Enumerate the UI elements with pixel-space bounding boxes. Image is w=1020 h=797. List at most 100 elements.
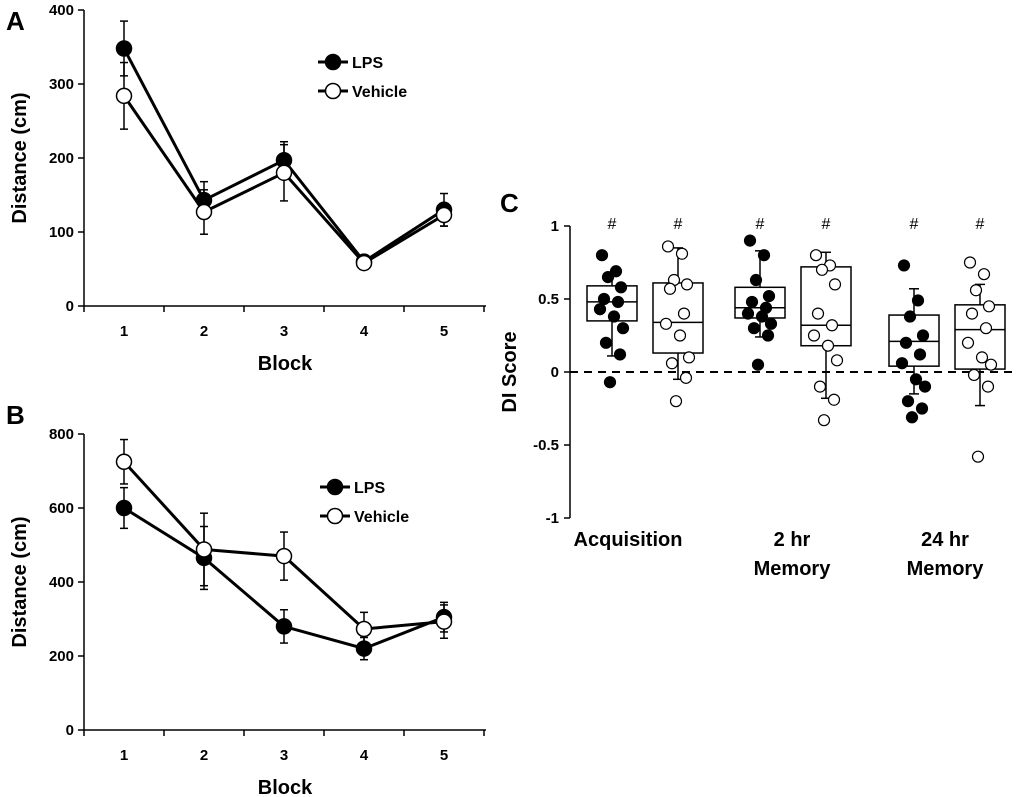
panel-c-group-4-vehicle-significance-marker: # <box>822 216 831 233</box>
panel-c-y-tick-label: 0.5 <box>538 291 559 308</box>
panel-c-group-1-lps-data-point <box>599 336 613 349</box>
panel-c-group-4-vehicle-data-point <box>827 393 841 406</box>
panel-c-group-1-lps-data-point <box>614 281 628 294</box>
panel-c-y-axis-label: DI Score <box>499 331 521 412</box>
panel-c-group-2-vehicle-data-point <box>659 317 673 330</box>
panel-c-group-2-vehicle-data-point <box>669 395 683 408</box>
panel-a-vehicle-point <box>115 87 133 105</box>
panel-b-legend-marker <box>326 507 344 525</box>
panel-a-lps-point <box>115 40 133 57</box>
panel-c-group-5-lps-data-point <box>897 259 911 272</box>
panel-c-group-1-lps-data-point <box>616 322 630 335</box>
panel-c-group-2-vehicle-data-point <box>675 247 689 260</box>
panel-b-lps-point <box>115 499 133 517</box>
panel-c-group-5-lps-data-point <box>895 357 909 370</box>
panel-b-y-tick-label: 400 <box>49 574 74 591</box>
panel-c-group-6-vehicle-significance-marker: # <box>976 216 985 233</box>
panel-c-group-5-lps-data-point <box>901 395 915 408</box>
panel-c-group-3-lps-data-point <box>751 358 765 371</box>
panel-c-chart: -1 -0.5 0 0.5 1 DI Score # # # # # # Acquisition 2 hr… <box>499 216 1015 580</box>
panel-a-vehicle-point <box>195 203 213 221</box>
panel-c-group-5-lps-significance-marker: # <box>910 216 919 233</box>
panel-a-legend-marker <box>324 82 342 100</box>
panel-c-group-1-lps-data-point <box>613 348 627 361</box>
panel-a-chart: 0 100 200 300 400 1 2 3 4 5 Block Distance (cm) LPS V… <box>9 2 486 375</box>
panel-a-y-tick-label: 400 <box>49 2 74 19</box>
panel-a-legend-label-lps: LPS <box>352 55 383 72</box>
panel-c-group-3-lps-data-point <box>764 317 778 330</box>
panel-letter-a: A <box>6 6 25 36</box>
panel-b-lps-point <box>355 640 373 657</box>
panel-a-y-tick-label: 300 <box>49 76 74 93</box>
panel-c-group-3-lps-significance-marker: # <box>756 216 765 233</box>
panel-c-group-5-lps-data-point <box>905 411 919 424</box>
panel-c-group-3-lps-data-point <box>747 322 761 335</box>
panel-c-group-3-lps-data-point <box>757 249 771 262</box>
panel-c-group-6-vehicle-data-point <box>979 322 993 335</box>
panel-c-group-3-lps-data-point <box>749 273 763 287</box>
panel-c-group-6-vehicle-data-point <box>963 256 977 269</box>
panel-c-group-5-lps-data-point <box>909 373 923 386</box>
panel-c-group-4-vehicle-data-point <box>830 354 844 367</box>
panel-b-legend-marker <box>326 478 344 496</box>
panel-b-y-tick-label: 800 <box>49 426 74 443</box>
panel-b-x-axis-label: Block <box>258 777 313 797</box>
panel-c-group-2-vehicle-box <box>652 282 704 354</box>
panel-a-x-tick-label: 4 <box>360 323 369 340</box>
panel-c-group-5-lps-data-point <box>913 348 927 361</box>
panel-c-group-2-vehicle-data-point <box>680 278 694 291</box>
panel-b-legend-label-vehicle: Vehicle <box>354 509 409 526</box>
panel-c-group-5-lps-data-point <box>918 380 932 393</box>
panel-b-x-tick-label: 3 <box>280 747 288 764</box>
panel-c-group-4-vehicle-data-point <box>815 263 829 276</box>
panel-c-group-5-lps-data-point <box>916 329 930 342</box>
panel-letter-b: B <box>6 400 25 430</box>
panel-c-group-4-vehicle-data-point <box>811 307 825 320</box>
panel-b-vehicle-point <box>435 613 453 630</box>
panel-c-group-2-vehicle-data-point <box>673 329 687 342</box>
panel-a-x-tick-label: 1 <box>120 323 128 340</box>
panel-a-y-tick-label: 0 <box>66 298 74 315</box>
panel-b-chart: 0 200 400 600 800 1 2 3 4 5 Block Distance (cm) LPS V… <box>9 426 486 797</box>
panel-c-group-3-lps-data-point <box>755 310 769 323</box>
panel-b-x-tick-label: 1 <box>120 747 128 764</box>
panel-a-x-tick-label: 5 <box>440 323 448 340</box>
panel-c-category-label: Acquisition <box>574 529 683 551</box>
panel-c-group-5-lps-data-point <box>911 294 925 307</box>
panel-c-group-2-vehicle-data-point <box>661 240 675 253</box>
panel-a-y-axis-label: Distance (cm) <box>9 92 31 223</box>
panel-c-group-3-lps-data-point <box>741 307 755 320</box>
panel-c-group-3-lps-data-point <box>743 234 757 247</box>
panel-b-vehicle-point <box>275 547 293 565</box>
panel-c-y-tick-label: -0.5 <box>533 437 559 454</box>
panel-c-group-1-lps-data-point <box>595 249 609 262</box>
panel-a-legend-label-vehicle: Vehicle <box>352 84 407 101</box>
panel-c-category-label: 24 hr <box>921 529 969 551</box>
panel-c-group-4-vehicle-data-point <box>809 249 823 262</box>
panel-c-group-3-lps-data-point <box>745 295 759 309</box>
panel-c-group-1-lps-data-point <box>603 376 617 389</box>
panel-b-legend-label-lps: LPS <box>354 480 385 497</box>
panel-c-category-label: Memory <box>907 558 985 580</box>
panel-c-group-1-lps-significance-marker: # <box>608 216 617 233</box>
panel-c-group-3-lps-data-point <box>761 329 775 342</box>
panel-c-group-6-vehicle-data-point <box>965 307 979 320</box>
panel-c-group-2-vehicle-data-point <box>665 357 679 370</box>
panel-c-group-1-lps-data-point <box>611 295 625 309</box>
panel-c-group-4-vehicle-data-point <box>821 339 835 352</box>
panel-a-legend-marker <box>324 53 342 71</box>
panel-b-x-tick-label: 5 <box>440 747 448 764</box>
panel-c-group-6-vehicle-data-point <box>982 300 996 313</box>
panel-b-y-axis-label: Distance (cm) <box>9 516 31 647</box>
panel-b-y-tick-label: 600 <box>49 500 74 517</box>
panel-a-x-axis-label: Block <box>258 353 313 375</box>
panel-c-group-6-vehicle-data-point <box>977 268 991 281</box>
panel-a-y-tick-label: 100 <box>49 224 74 241</box>
panel-c-category-label: Memory <box>754 558 832 580</box>
panel-a-vehicle-point <box>435 206 453 224</box>
panel-c-group-6-vehicle-data-point <box>969 284 983 297</box>
panel-c-group-4-vehicle-data-point <box>828 278 842 291</box>
panel-b-x-tick-label: 4 <box>360 747 369 764</box>
panel-c-group-6-vehicle-data-point <box>984 358 998 371</box>
